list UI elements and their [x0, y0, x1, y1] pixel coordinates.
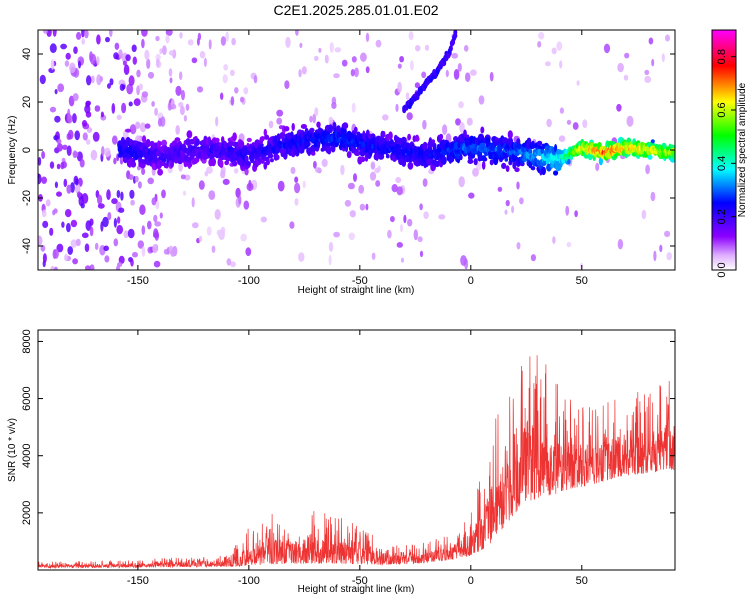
- snr-x-tick-label: -100: [238, 575, 260, 587]
- colorbar: 0.0 0.2 0.4 0.6 0.8 Normalized spectral ampl…: [711, 29, 748, 278]
- colorbar-tick-label: 0.8: [716, 49, 728, 64]
- spectrogram-x-tick-label: -100: [238, 275, 260, 287]
- spectrogram-y-tick-label: 0: [21, 147, 33, 153]
- snr-y-tick-label: 2000: [21, 501, 33, 525]
- snr-x-tick-label: 50: [576, 575, 588, 587]
- snr-x-tick-label: -150: [127, 575, 149, 587]
- colorbar-tick-label: 0.0: [716, 262, 728, 277]
- spectrogram-y-tick-label: 40: [21, 48, 33, 60]
- snr-x-ticks: -150 -100 -50 0 50: [127, 330, 588, 587]
- spectrogram-x-tick-label: 50: [576, 275, 588, 287]
- colorbar-tick-label: 0.2: [716, 209, 728, 224]
- snr-y-tick-label: 6000: [21, 386, 33, 410]
- colorbar-tick-label: 0.4: [716, 156, 728, 171]
- snr-panel: -150 -100 -50 0 50 2000 4000 6000 8000 Height o…: [7, 329, 676, 595]
- spectrogram-y-tick-label: -40: [21, 238, 33, 254]
- figure-title: C2E1.2025.285.01.01.E02: [273, 2, 438, 18]
- spectrogram-x-tick-label: -50: [352, 275, 368, 287]
- spectrogram-x-tick-label: -150: [127, 275, 149, 287]
- colorbar-label: Normalized spectral amplitude: [737, 82, 748, 217]
- spectrogram-y-tick-label: -20: [21, 190, 33, 206]
- spectrogram-x-label: Height of straight line (km): [298, 285, 415, 296]
- colorbar-ticks: 0.0 0.2 0.4 0.6 0.8: [716, 49, 736, 278]
- spectrogram-y-tick-label: 20: [21, 96, 33, 108]
- snr-line: [38, 355, 675, 570]
- snr-y-tick-label: 4000: [21, 443, 33, 467]
- spectrogram-y-label: Frequency (Hz): [7, 116, 18, 185]
- colorbar-gradient: [711, 29, 737, 271]
- snr-y-label: SNR (10 * v/v): [7, 418, 18, 482]
- colorbar-tick-label: 0.6: [716, 102, 728, 117]
- spectrogram-heatmap: [38, 30, 675, 270]
- spectrogram-y-ticks: -40 -20 0 20 40: [21, 48, 675, 254]
- snr-x-tick-label: 0: [468, 575, 474, 587]
- snr-frame: [37, 329, 676, 571]
- spectrogram-panel: -150 -100 -50 0 50 -40 -20 0 20 40 Height of str…: [7, 29, 676, 296]
- snr-series: [38, 355, 675, 570]
- spectrogram-x-ticks: -150 -100 -50 0 50: [127, 30, 588, 287]
- snr-y-ticks: 2000 4000 6000 8000: [21, 329, 675, 525]
- snr-y-tick-label: 8000: [21, 329, 33, 353]
- spectrogram-x-tick-label: 0: [468, 275, 474, 287]
- snr-x-label: Height of straight line (km): [298, 584, 415, 595]
- snr-x-tick-label: -50: [352, 575, 368, 587]
